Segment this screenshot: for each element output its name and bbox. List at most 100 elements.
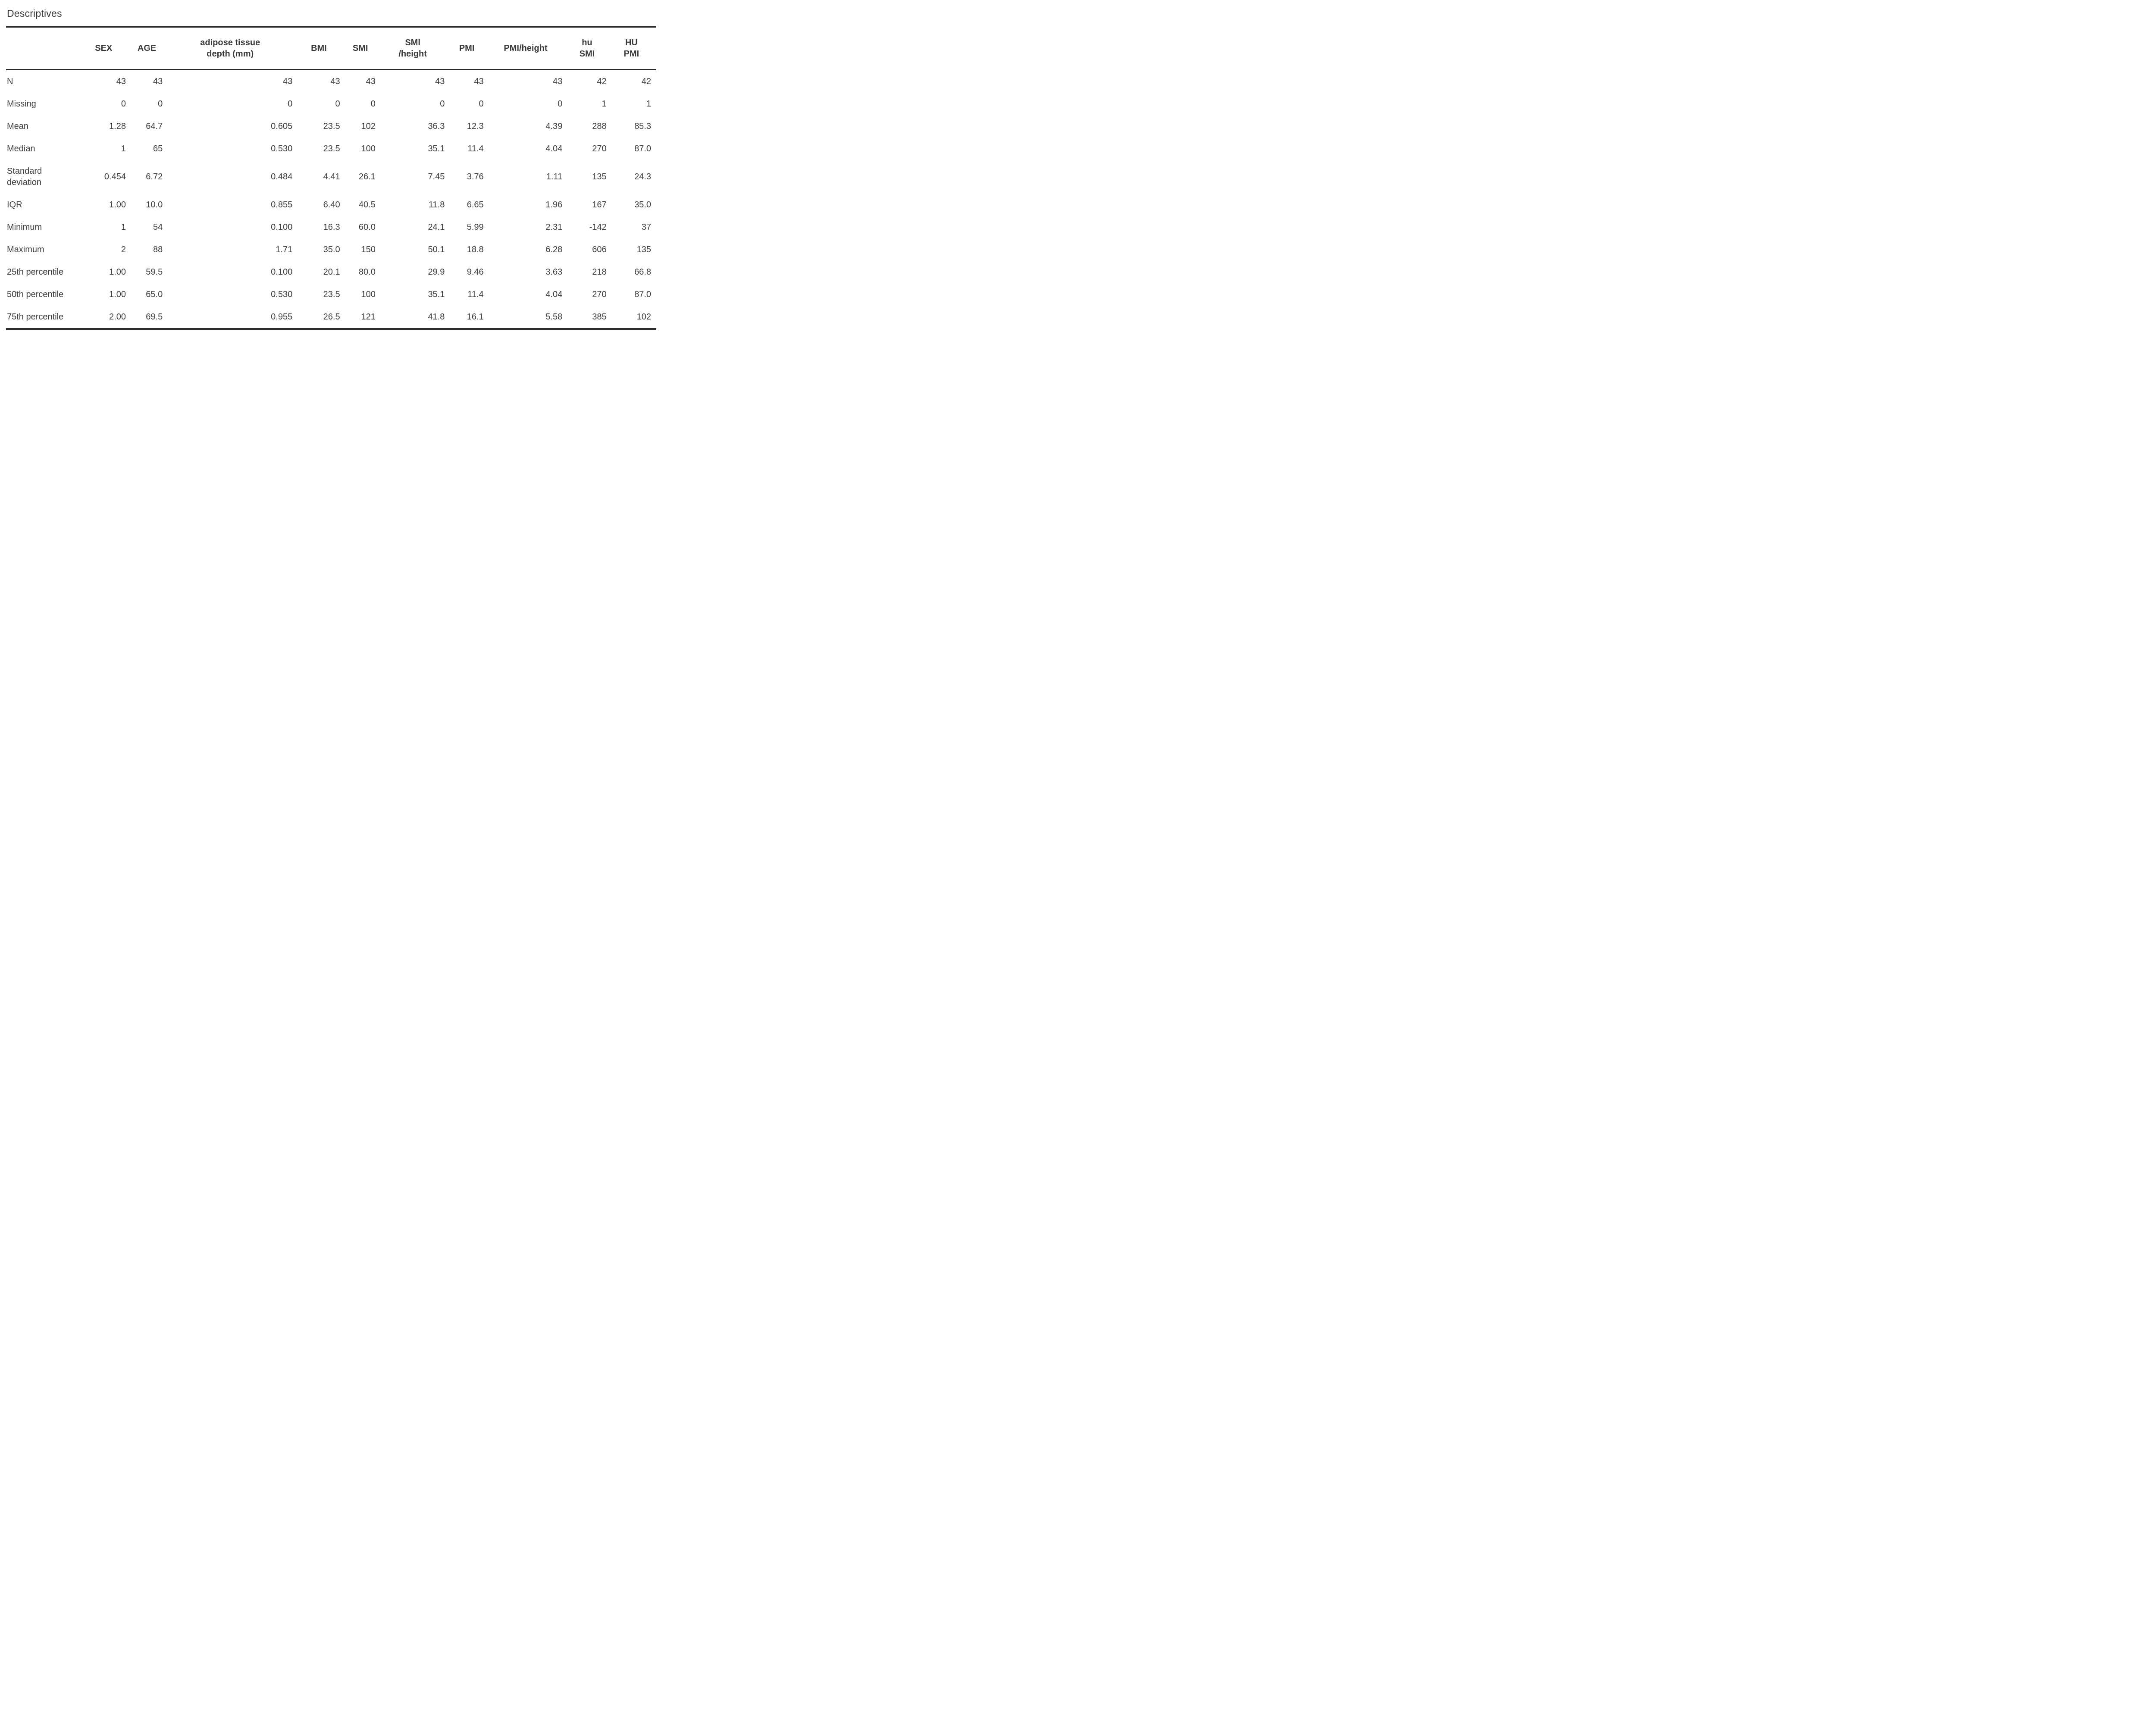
cell-value: 270 [592,144,607,153]
cell-value: 102 [361,122,376,131]
cell-value: 0.100 [271,267,293,277]
cell-value: 270 [592,290,607,299]
cell-value: 0.484 [271,172,293,182]
cell-value: 0.530 [271,144,293,153]
header-row: SEX AGE adipose tissue depth (mm) BMI SMI SMI… [6,27,656,70]
cell-value: 12.3 [467,122,484,131]
cell-value: 35.1 [428,144,445,153]
row-label: Mean [7,122,29,131]
table-row: Standard deviation 0.454 6.72 0.484 4.41 26.1… [6,160,656,194]
table-row: 50th percentile 1.00 65.0 0.530 23.5 100 35.1 1… [6,283,656,306]
cell-value: 43 [330,77,340,86]
cell-value: 6.28 [545,245,563,254]
table-row: IQR 1.00 10.0 0.855 6.40 40.5 11.8 6.65 1.96 167 3… [6,194,656,216]
row-label: 75th percentile [7,312,64,322]
cell-value: 0 [440,99,445,109]
column-header: BMI [298,27,345,70]
cell-value: 3.76 [467,172,484,182]
column-header: adipose tissue depth (mm) [168,27,298,70]
cell-value: 1.00 [109,290,126,299]
cell-value: 60.0 [358,222,376,232]
cell-value: 54 [153,222,163,232]
cell-value: 0 [558,99,563,109]
cell-value: 100 [361,144,376,153]
cell-value: 43 [153,77,163,86]
cell-value: 65.0 [146,290,163,299]
row-label: Minimum [7,222,42,232]
cell-value: 20.1 [323,267,340,277]
cell-value: 1 [646,99,651,109]
cell-value: 606 [592,245,607,254]
cell-value: 43 [435,77,445,86]
results-panel: Descriptives SEX AGE adipose tissue depth … [0,0,662,330]
cell-value: 11.8 [428,200,445,210]
cell-value: 167 [592,200,607,210]
cell-value: 4.41 [323,172,340,182]
cell-value: 3.63 [545,267,563,277]
cell-value: 18.8 [467,245,484,254]
cell-value: 29.9 [428,267,445,277]
cell-value: 11.4 [467,144,484,153]
row-label: Missing [7,99,36,109]
column-header: SEX [81,27,131,70]
table-row: N 43 43 43 43 43 43 43 43 42 42 [6,70,656,93]
cell-value: 0.955 [271,312,293,322]
cell-value: 0 [370,99,376,109]
cell-value: 80.0 [358,267,376,277]
cell-value: 69.5 [146,312,163,322]
cell-value: 1.00 [109,267,126,277]
cell-value: 23.5 [323,290,340,299]
cell-value: 6.40 [323,200,340,210]
table-row: 25th percentile 1.00 59.5 0.100 20.1 80.0 29.9… [6,261,656,283]
cell-value: 5.58 [545,312,563,322]
cell-value: 1.11 [546,172,563,182]
cell-value: 1.00 [109,200,126,210]
cell-value: 0.855 [271,200,293,210]
descriptives-table: SEX AGE adipose tissue depth (mm) BMI SMI SMI… [6,26,656,330]
cell-value: 0 [479,99,484,109]
cell-value: 16.1 [467,312,484,322]
cell-value: 64.7 [146,122,163,131]
cell-value: 43 [553,77,563,86]
row-label: 50th percentile [7,290,64,299]
cell-value: 4.04 [545,290,563,299]
cell-value: 11.4 [467,290,484,299]
cell-value: 121 [361,312,376,322]
cell-value: 135 [592,172,607,182]
cell-value: 1.96 [545,200,563,210]
table-row: Mean 1.28 64.7 0.605 23.5 102 36.3 12.3 4.39 288 8… [6,115,656,138]
table-row: 75th percentile 2.00 69.5 0.955 26.5 121 41.8 1… [6,306,656,329]
row-label: IQR [7,200,22,210]
cell-value: 43 [366,77,376,86]
cell-value: 87.0 [634,144,651,153]
cell-value: 102 [636,312,651,322]
cell-value: 385 [592,312,607,322]
cell-value: 40.5 [358,200,376,210]
cell-value: 1.71 [276,245,293,254]
table-row: Missing 0 0 0 0 0 0 0 0 1 1 [6,93,656,115]
cell-value: 59.5 [146,267,163,277]
cell-value: 6.65 [467,200,484,210]
cell-value: 0.605 [271,122,293,131]
cell-value: 16.3 [323,222,340,232]
cell-value: 0 [158,99,163,109]
cell-value: 35.0 [634,200,651,210]
cell-value: 26.5 [323,312,340,322]
table-row: Maximum 2 88 1.71 35.0 150 50.1 18.8 6.28 606 135 [6,238,656,261]
cell-value: 88 [153,245,163,254]
row-label: Median [7,144,35,153]
cell-value: 0 [121,99,126,109]
cell-value: 23.5 [323,144,340,153]
cell-value: 24.3 [634,172,651,182]
cell-value: 36.3 [428,122,445,131]
column-header: HU PMI [611,27,656,70]
cell-value: 135 [636,245,651,254]
cell-value: 24.1 [428,222,445,232]
column-header: PMI/height [489,27,568,70]
table-body: N 43 43 43 43 43 43 43 43 42 42 Missing 0 0 0 0 0 0 0 0 1 1 Me… [6,70,656,329]
cell-value: 2.00 [109,312,126,322]
cell-value: -142 [589,222,607,232]
cell-value: 23.5 [323,122,340,131]
cell-value: 41.8 [428,312,445,322]
cell-value: 42 [597,77,607,86]
